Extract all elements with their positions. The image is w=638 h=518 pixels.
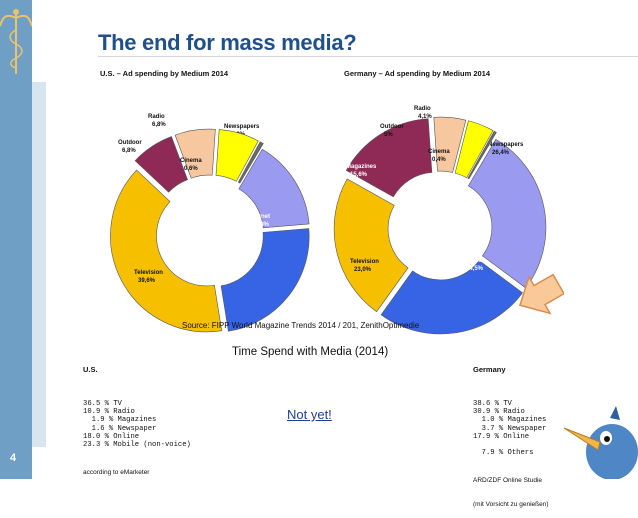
slice-value: 24,5% [466, 266, 484, 272]
slice-label: Newspapers [224, 124, 260, 130]
slice-value: 39,6% [138, 278, 156, 284]
de_time-line: 38.6 % TV [473, 400, 512, 409]
slice-value: 15,6% [350, 172, 368, 178]
slice-television [333, 178, 409, 313]
slice-label: Radio [148, 114, 165, 120]
us-time-lines: 36.5 % TV 10.9 % Radio 1.9 % Magazines 1.… [83, 400, 191, 449]
slice-label: Television [350, 259, 379, 265]
us-time-heading: U.S. [83, 365, 98, 375]
slice-label: Magazines [94, 164, 125, 170]
bird-mascot-icon [563, 406, 638, 479]
slide-title: The end for mass media? [98, 30, 357, 55]
sidebar-accent [32, 82, 46, 447]
de_time-line: 1.0 % Magazines [473, 416, 547, 425]
de_time-line: 7.9 % Others [473, 449, 534, 458]
slice-label: Newspapers [488, 142, 524, 148]
slice-internet [380, 260, 523, 335]
de_time-line: 30.9 % Radio [473, 408, 525, 417]
title-divider [98, 56, 638, 57]
time-spend-title: Time Spend with Media (2014) [232, 346, 389, 358]
slice-value: 0,4% [432, 157, 446, 163]
source-caption: Source: FIPP World Magazine Trends 2014 … [182, 321, 420, 330]
us_time-line: 1.9 % Magazines [83, 416, 157, 425]
de_time-line: 3.7 % Newspaper [473, 424, 547, 433]
slice-label: Television [134, 270, 163, 276]
slice-magazines [134, 136, 188, 193]
chart-title: Germany – Ad spending by Medium 2014 [344, 69, 491, 78]
donut-charts: U.S. – Ad spending by Medium 2014 Newspap… [94, 69, 547, 335]
donut-chart-0: U.S. – Ad spending by Medium 2014 Newspap… [94, 69, 310, 333]
slice-television [110, 169, 223, 333]
arrow-icon [518, 273, 564, 315]
slice-internet [220, 228, 310, 332]
us-time-column: U.S. 36.5 % TV 10.9 % Radio 1.9 % Magazin… [83, 350, 191, 485]
slice-value: 7,3% [98, 172, 112, 178]
slice-label: Cinema [180, 158, 202, 164]
us_time-line: 23.3 % Mobile (non-voice) [83, 441, 191, 450]
slice-value: 4,1% [418, 114, 432, 120]
us_time-line: 1.6 % Newspaper [83, 424, 157, 433]
slice-label: Internet [248, 214, 270, 220]
slice-value: 23,8% [252, 222, 270, 228]
de-time-note2: (mit Vorsicht zu genießen) [473, 501, 549, 509]
us_time-line: 36.5 % TV [83, 400, 122, 409]
us-time-note: according to eMarketer [83, 468, 150, 476]
us_time-line: 10.9 % Radio [83, 408, 135, 417]
caduceus-logo-icon [0, 9, 32, 74]
de_time-line [473, 441, 549, 449]
slice-newspapers [467, 139, 547, 289]
slice-label: Outdoor [118, 140, 142, 146]
de-time-lines: 38.6 % TV 30.9 % Radio 1.0 % Magazines 3.… [473, 400, 549, 457]
slice-value: 0,6% [184, 166, 198, 172]
page-number: 4 [10, 452, 17, 464]
sidebar-band [0, 0, 32, 479]
slice-value: 6,8% [122, 148, 136, 154]
slice-cinema [237, 141, 264, 184]
slice-outdoor [433, 116, 467, 173]
slice-value: 6,8% [152, 122, 166, 128]
slice-value: 26,4% [492, 150, 510, 156]
slice-value: 23,0% [354, 267, 372, 273]
chart-title: U.S. – Ad spending by Medium 2014 [100, 69, 229, 78]
slice-outdoor [174, 128, 216, 179]
slice-magazines [345, 118, 433, 198]
charts-panel: U.S. – Ad spending by Medium 2014 Newspap… [88, 62, 556, 340]
de_time-line: 17.9 % Online [473, 432, 530, 441]
slice-label: Radio [414, 106, 431, 112]
slice-radio [215, 129, 259, 182]
de-time-note: ARD/ZDF Online Studie [473, 476, 542, 484]
de-time-heading: Germany [473, 365, 506, 375]
slice-value: 5% [384, 132, 393, 138]
slice-label: Internet [462, 258, 484, 264]
us_time-line: 18.0 % Online [83, 432, 140, 441]
slice-newspapers [238, 148, 310, 229]
not-yet-link[interactable]: Not yet! [287, 407, 332, 422]
slice-label: Magazines [346, 164, 377, 170]
slice-cinema [467, 130, 497, 180]
donut-chart-1: Germany – Ad spending by Medium 2014 News… [333, 69, 547, 335]
de-time-column: Germany 38.6 % TV 30.9 % Radio 1.0 % Maga… [473, 350, 549, 518]
slice-label: Cinema [428, 149, 450, 155]
slice-label: Outdoor [380, 124, 404, 130]
slice-radio [454, 120, 494, 179]
